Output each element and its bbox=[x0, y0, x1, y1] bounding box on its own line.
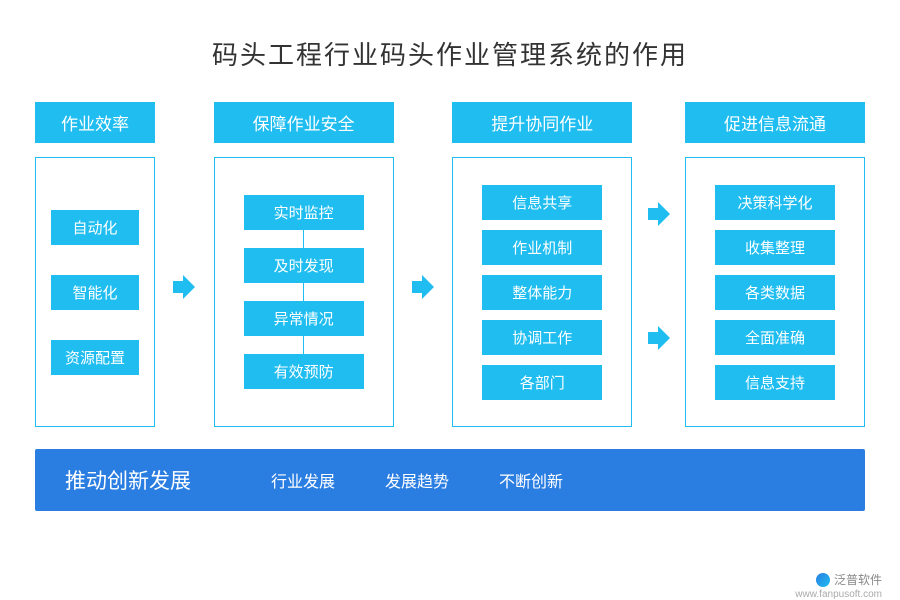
item-box: 有效预防 bbox=[244, 354, 364, 389]
item-box: 整体能力 bbox=[482, 275, 602, 310]
arrow-right-icon bbox=[173, 275, 195, 299]
connector-line bbox=[303, 230, 304, 248]
arrow-right-icon bbox=[412, 275, 434, 299]
item-box: 全面准确 bbox=[715, 320, 835, 355]
item-box: 收集整理 bbox=[715, 230, 835, 265]
column-2: 提升协同作业信息共享作业机制整体能力协调工作各部门 bbox=[452, 102, 632, 427]
arrow-group bbox=[170, 152, 198, 422]
item-box: 智能化 bbox=[51, 275, 139, 310]
watermark-text: 泛普软件 bbox=[834, 571, 882, 588]
arrow-group bbox=[409, 152, 437, 422]
item-box: 协调工作 bbox=[482, 320, 602, 355]
connector-line bbox=[303, 283, 304, 301]
bottom-item: 不断创新 bbox=[499, 468, 563, 492]
item-box: 及时发现 bbox=[244, 248, 364, 283]
connector-line bbox=[303, 336, 304, 354]
bottom-item: 行业发展 bbox=[271, 468, 335, 492]
column-body: 自动化智能化资源配置 bbox=[35, 157, 155, 427]
column-body: 实时监控及时发现异常情况有效预防 bbox=[214, 157, 394, 427]
column-3: 促进信息流通决策科学化收集整理各类数据全面准确信息支持 bbox=[685, 102, 865, 427]
item-box: 作业机制 bbox=[482, 230, 602, 265]
item-box: 异常情况 bbox=[244, 301, 364, 336]
item-box: 决策科学化 bbox=[715, 185, 835, 220]
column-header: 保障作业安全 bbox=[214, 102, 394, 143]
watermark-url: www.fanpusoft.com bbox=[795, 589, 882, 600]
bottom-title: 推动创新发展 bbox=[65, 465, 191, 495]
column-0: 作业效率自动化智能化资源配置 bbox=[35, 102, 155, 427]
arrow-group bbox=[648, 202, 670, 350]
column-body: 决策科学化收集整理各类数据全面准确信息支持 bbox=[685, 157, 865, 427]
item-box: 信息共享 bbox=[482, 185, 602, 220]
column-body: 信息共享作业机制整体能力协调工作各部门 bbox=[452, 157, 632, 427]
item-box: 信息支持 bbox=[715, 365, 835, 400]
watermark: 泛普软件 bbox=[816, 571, 882, 588]
logo-icon bbox=[816, 573, 830, 587]
arrow-right-icon bbox=[648, 202, 670, 226]
columns-row: 作业效率自动化智能化资源配置保障作业安全实时监控及时发现异常情况有效预防提升协同… bbox=[35, 102, 865, 427]
item-box: 实时监控 bbox=[244, 195, 364, 230]
column-header: 作业效率 bbox=[35, 102, 155, 143]
item-box: 各部门 bbox=[482, 365, 602, 400]
column-1: 保障作业安全实时监控及时发现异常情况有效预防 bbox=[214, 102, 394, 427]
item-box: 资源配置 bbox=[51, 340, 139, 375]
bottom-bar: 推动创新发展 行业发展 发展趋势 不断创新 bbox=[35, 449, 865, 511]
column-header: 促进信息流通 bbox=[685, 102, 865, 143]
page-title: 码头工程行业码头作业管理系统的作用 bbox=[35, 35, 865, 72]
item-box: 自动化 bbox=[51, 210, 139, 245]
item-box: 各类数据 bbox=[715, 275, 835, 310]
column-header: 提升协同作业 bbox=[452, 102, 632, 143]
arrow-right-icon bbox=[648, 326, 670, 350]
bottom-item: 发展趋势 bbox=[385, 468, 449, 492]
